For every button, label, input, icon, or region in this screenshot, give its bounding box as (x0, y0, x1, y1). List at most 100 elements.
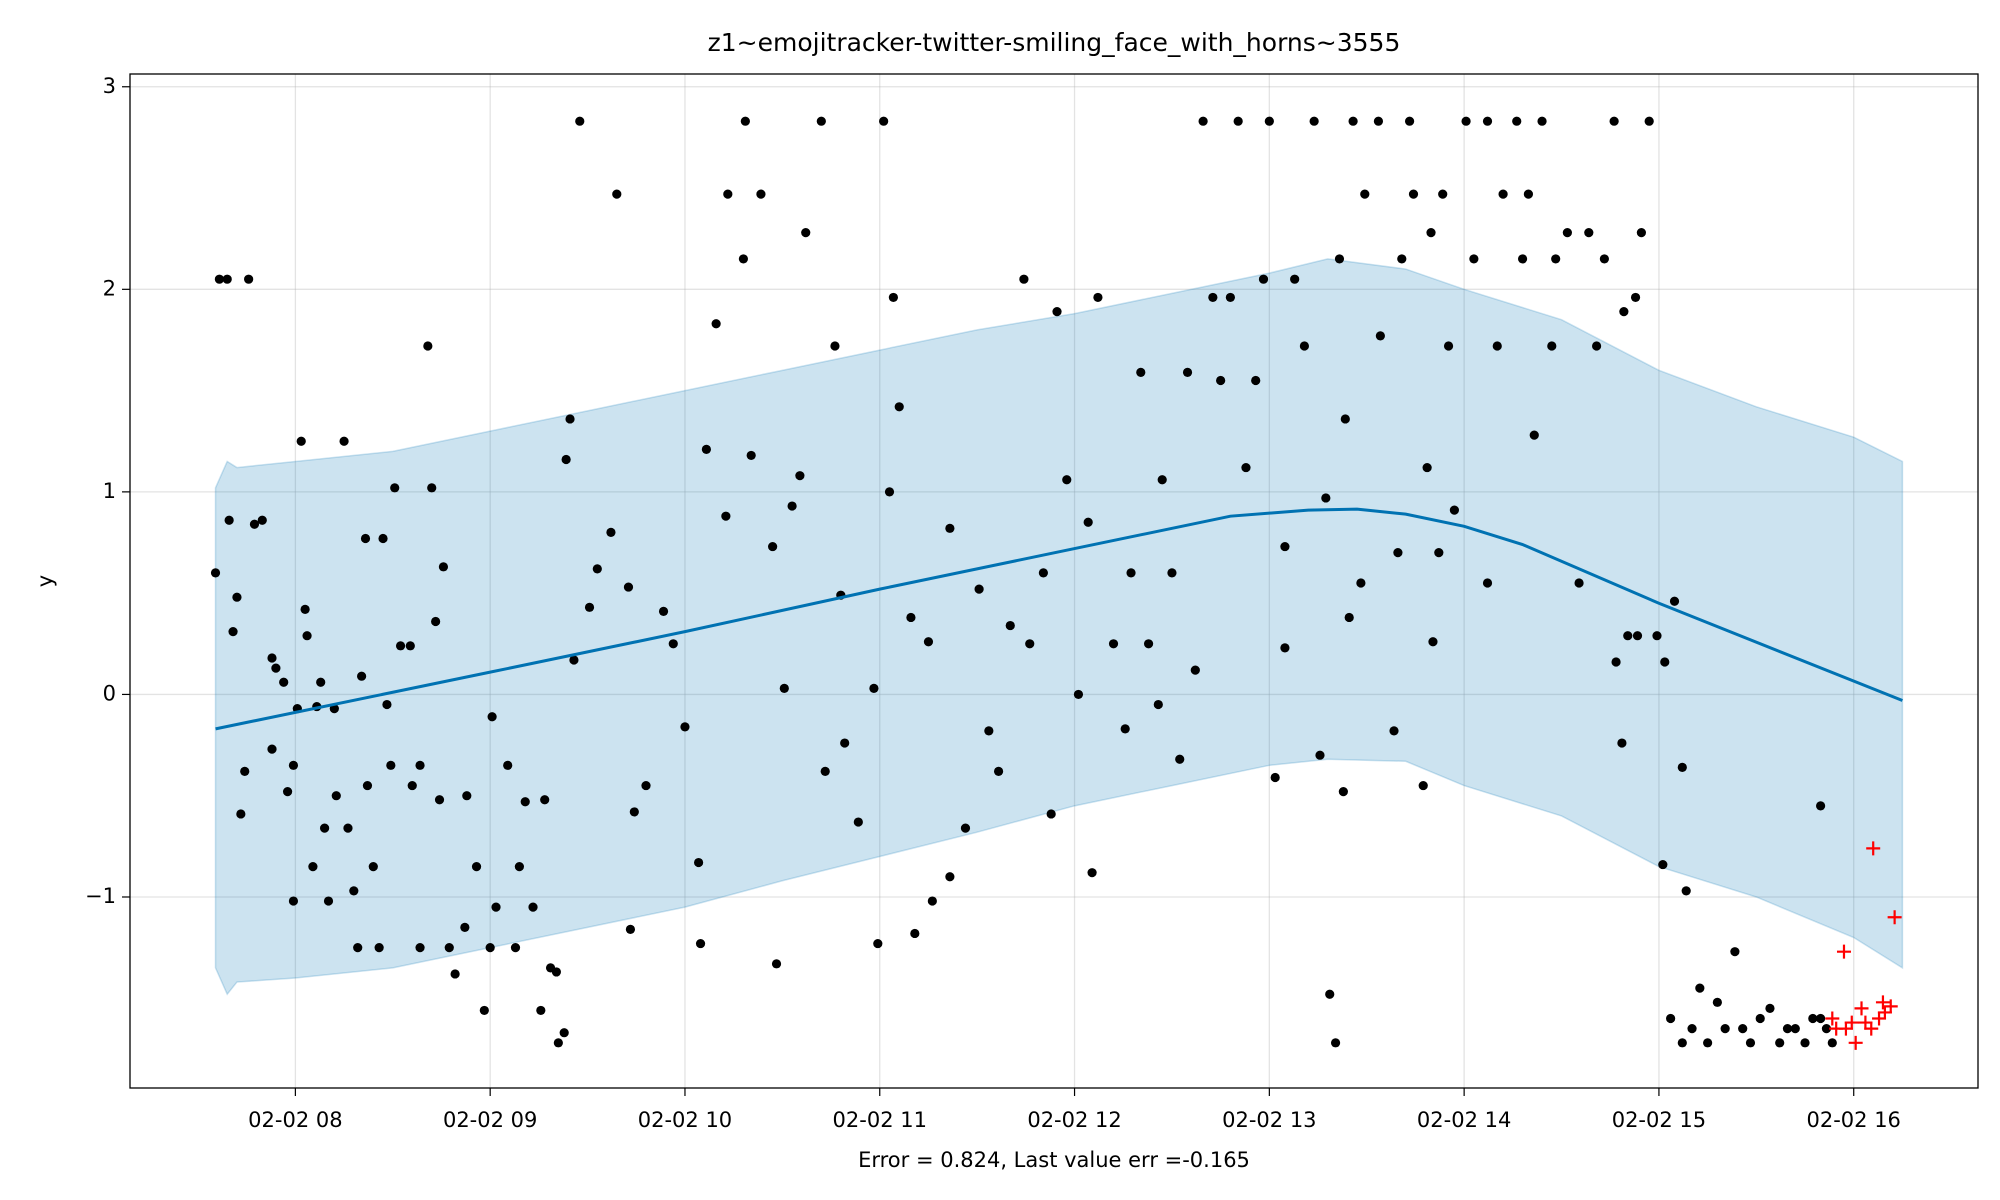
observed-point (1428, 637, 1438, 647)
observed-point (1404, 116, 1415, 126)
test-point (1848, 1035, 1863, 1050)
observed-point (701, 444, 711, 454)
observed-point (1658, 859, 1668, 870)
observed-point (1512, 116, 1522, 126)
observed-point (879, 116, 889, 126)
observed-point (1143, 639, 1154, 649)
test-point (1864, 1021, 1879, 1036)
observed-point (612, 189, 622, 199)
observed-point (1703, 1038, 1713, 1048)
x-tick-label: 02-02 13 (1222, 1108, 1316, 1132)
observed-point (1482, 116, 1493, 126)
observed-point (210, 568, 221, 578)
observed-point (1264, 116, 1274, 126)
y-tick-label: −1 (85, 884, 116, 908)
observed-point (853, 817, 863, 827)
observed-point (1126, 568, 1136, 578)
observed-point (738, 254, 749, 264)
observed-point (1019, 274, 1029, 284)
observed-point (1397, 254, 1407, 264)
observed-point (1233, 116, 1243, 126)
observed-point (228, 627, 238, 637)
observed-point (1677, 762, 1687, 772)
observed-point (1720, 1024, 1730, 1034)
observed-point (271, 663, 281, 673)
observed-point (232, 592, 242, 602)
observed-point (945, 523, 955, 533)
observed-point (1619, 306, 1629, 317)
observed-point (267, 744, 277, 754)
observed-point (1258, 274, 1269, 284)
observed-point (575, 116, 585, 126)
test-point (1866, 841, 1881, 856)
observed-point (1599, 254, 1609, 264)
observed-point (1198, 116, 1208, 126)
observed-point (1093, 292, 1103, 303)
observed-point (1280, 643, 1290, 653)
test-point (1838, 1021, 1853, 1036)
observed-point (1775, 1038, 1785, 1048)
observed-point (487, 712, 497, 722)
observed-point (1492, 341, 1502, 351)
observed-point (1591, 341, 1602, 351)
observed-point (1270, 772, 1280, 783)
observed-point (288, 896, 299, 906)
observed-point (694, 857, 704, 868)
x-tick-label: 02-02 14 (1417, 1108, 1511, 1132)
observed-point (1461, 116, 1471, 126)
test-point (1883, 999, 1898, 1014)
observed-point (945, 872, 955, 882)
observed-point (214, 274, 225, 284)
observed-point (923, 637, 934, 647)
observed-point (592, 564, 602, 574)
observed-point (1827, 1038, 1837, 1048)
observed-point (1360, 189, 1370, 199)
observed-point (279, 677, 289, 687)
observed-point (1136, 367, 1146, 377)
x-tick-label: 02-02 08 (248, 1108, 342, 1132)
y-tick-label: 1 (103, 479, 116, 503)
observed-point (658, 606, 669, 616)
forecast-line (215, 507, 1903, 731)
observed-point (240, 766, 250, 777)
observed-point (1073, 689, 1084, 700)
observed-point (407, 780, 417, 791)
observed-point (282, 787, 293, 797)
observed-point (1695, 983, 1705, 993)
observed-point (479, 1005, 489, 1016)
x-tick-label: 02-02 12 (1027, 1108, 1121, 1132)
observed-point (771, 959, 782, 969)
observed-point (1157, 475, 1167, 485)
observed-point (1348, 116, 1358, 126)
uncertainty-band (214, 258, 1904, 996)
observed-point (721, 511, 731, 521)
observed-point (236, 809, 246, 819)
observed-point (1389, 726, 1399, 736)
observed-point (1422, 462, 1432, 473)
x-tick-label: 02-02 15 (1612, 1108, 1706, 1132)
observed-point (415, 943, 425, 953)
observed-point (1644, 116, 1654, 126)
observed-point (1356, 578, 1366, 588)
observed-point (1438, 189, 1448, 199)
test-point (1844, 1015, 1859, 1030)
observed-point (840, 738, 850, 748)
observed-point (514, 862, 524, 872)
x-axis-label: Error = 0.824, Last value err =-0.165 (858, 1148, 1250, 1172)
observed-point (316, 677, 326, 687)
observed-point (711, 319, 721, 329)
observed-point (357, 671, 367, 681)
observed-point (444, 943, 454, 953)
observed-point (984, 726, 994, 736)
plot-frame (129, 73, 1979, 1089)
observed-point (427, 483, 437, 493)
observed-point (816, 116, 826, 126)
observed-point (1632, 631, 1643, 641)
observed-point (910, 928, 920, 939)
observed-point (1782, 1024, 1793, 1034)
observed-point (1046, 809, 1056, 819)
observed-point (249, 519, 260, 529)
y-axis-label: y (33, 575, 57, 587)
observed-point (625, 924, 636, 934)
test-point (1887, 910, 1902, 925)
